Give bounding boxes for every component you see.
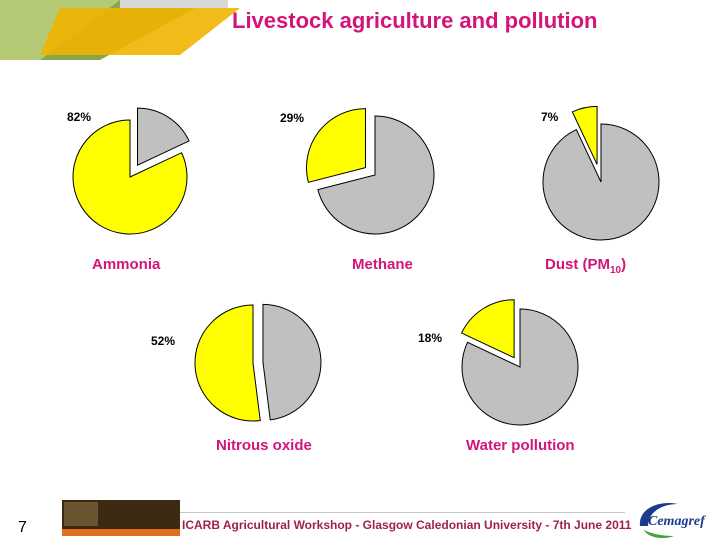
orbit-logo-bar [62, 529, 180, 536]
chart-label-dust-subscript: 10 [610, 265, 622, 276]
chart-label-dust-close: ) [621, 256, 627, 273]
pie-3-slice-livestock [194, 304, 261, 422]
chart-label-water-pollution: Water pollution [466, 437, 575, 454]
pie-0-slice-livestock [72, 119, 188, 235]
pie-0-slice-other [136, 107, 190, 166]
orbit2012-logo [62, 500, 180, 536]
footer-divider [180, 512, 625, 513]
pie-1-value-label: 29% [280, 111, 304, 125]
pie-2-slice-livestock [571, 105, 598, 165]
chart-label-nitrous-oxide: Nitrous oxide [216, 437, 312, 454]
cemagref-wordmark: Cemagref [648, 514, 705, 529]
chart-label-dust-main: Dust (PM [545, 256, 610, 273]
pie-2-slice-other [542, 123, 660, 241]
page-title: Livestock agriculture and pollution [232, 8, 598, 33]
cemagref-logo: Cemagref [634, 496, 724, 544]
pie-4-value-label: 18% [418, 331, 442, 345]
footer-text: ICARB Agricultural Workshop - Glasgow Ca… [182, 518, 632, 532]
orbit-logo-emblem [64, 502, 98, 526]
cemagref-swoosh-icon [639, 502, 678, 538]
pie-4-slice-other [461, 308, 579, 426]
pie-3-slice-other [262, 303, 322, 421]
pie-1-slice-other [317, 115, 435, 235]
corner-decoration [0, 0, 240, 60]
pie-charts: 82% 29% 7% 52% 18% [67, 105, 660, 426]
pie-3-value-label: 52% [151, 334, 175, 348]
pie-1-slice-livestock [306, 108, 367, 183]
chart-label-methane: Methane [352, 256, 413, 273]
chart-label-ammonia: Ammonia [92, 256, 161, 273]
pie-4-slice-livestock [460, 299, 515, 359]
pie-0-value-label: 82% [67, 110, 91, 124]
pie-2-value-label: 7% [541, 110, 559, 124]
slide-number: 7 [18, 519, 27, 536]
chart-label-dust: Dust (PM10) [545, 256, 626, 276]
